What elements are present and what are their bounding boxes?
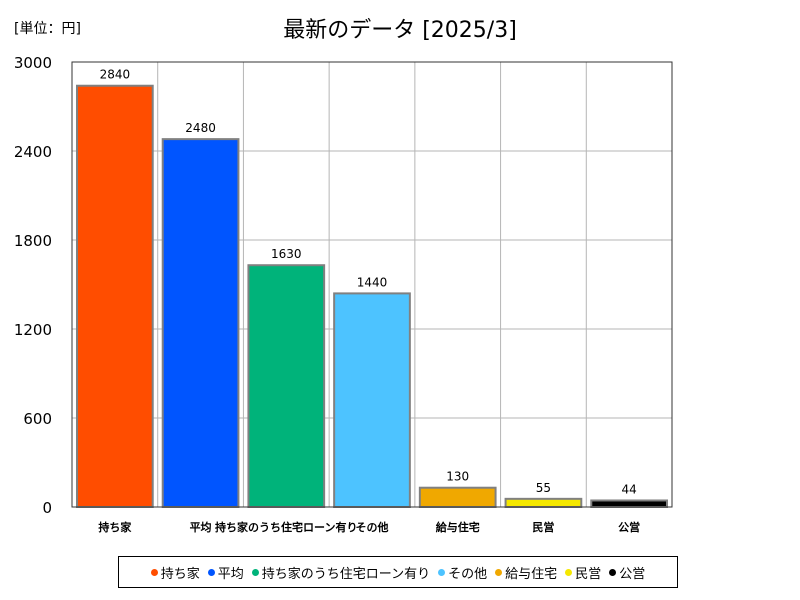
bar (76, 84, 154, 508)
x-tick-label: 持ち家 (98, 520, 132, 534)
bar (418, 486, 497, 509)
legend-marker-icon (495, 568, 503, 576)
legend-item: 民営 (565, 563, 601, 582)
y-tick-label: 1800 (14, 232, 52, 250)
legend-item: 平均 (207, 563, 244, 582)
legend-marker-icon (207, 568, 215, 576)
legend-label: 公営 (619, 566, 646, 582)
legend-label: 民営 (575, 566, 602, 582)
bar (161, 138, 240, 508)
chart-legend: 持ち家 平均 持ち家のうち住宅ローン有り その他 給与住宅 民営 公営 (118, 556, 678, 588)
legend-label: その他 (448, 566, 488, 582)
legend-marker-icon (565, 568, 573, 576)
plot-border (71, 61, 673, 508)
legend-label: 持ち家 (160, 566, 200, 582)
legend-label: 持ち家のうち住宅ローン有り (261, 566, 431, 582)
chart-title: 最新のデータ [2025/3] (283, 18, 517, 43)
x-tick-label: 持ち家のうち住宅ローン有り (215, 520, 357, 534)
y-tick-label: 2400 (14, 143, 52, 161)
data-label: 130 (446, 470, 469, 484)
data-label: 2480 (185, 121, 216, 135)
legend-item: 給与住宅 (495, 563, 557, 582)
y-tick-label: 0 (42, 499, 52, 517)
legend-marker-icon (150, 568, 158, 576)
bar (590, 499, 668, 508)
x-tick-label: 民営 (532, 520, 554, 534)
x-tick-label: 公営 (618, 520, 640, 534)
y-tick-label: 1200 (14, 321, 52, 339)
legend-item: 持ち家のうち住宅ローン有り (251, 563, 431, 582)
legend-item: 持ち家 (150, 563, 200, 582)
legend-marker-icon (438, 568, 446, 576)
legend-marker-icon (609, 568, 617, 576)
legend-label: 平均 (217, 566, 244, 582)
bar-chart: 0 600 1200 1800 2400 3000 2840 持ち家 2480 平均 1630 持ち家… (14, 54, 673, 534)
x-tick-label: 平均 (190, 520, 212, 534)
y-tick-label: 600 (23, 410, 52, 428)
y-tick-label: 3000 (14, 54, 52, 72)
legend-label: 給与住宅 (505, 566, 558, 582)
x-tick-label: その他 (356, 520, 389, 534)
data-label: 1630 (271, 247, 302, 261)
data-label: 55 (536, 481, 551, 495)
bar (247, 264, 326, 509)
data-label: 44 (622, 482, 637, 496)
data-label: 1440 (357, 275, 388, 289)
bar (333, 292, 411, 508)
legend-item: その他 (438, 563, 487, 582)
legend-item: 公営 (609, 563, 645, 582)
legend-marker-icon (251, 568, 259, 576)
unit-label: [単位：円] (14, 21, 81, 37)
x-tick-label: 給与住宅 (436, 520, 480, 534)
data-label: 2840 (100, 68, 131, 82)
bar (504, 497, 583, 509)
